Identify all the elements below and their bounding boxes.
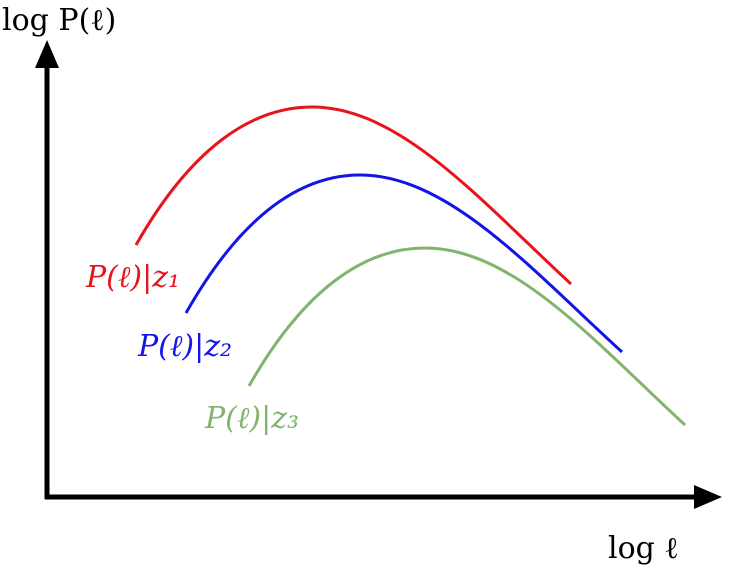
x-axis-label: log ℓ [608,531,679,566]
y-axis-label: log P(ℓ) [2,3,116,38]
curve-label: P(ℓ)|z₃ [204,401,299,436]
curve-label: P(ℓ)|z₂ [137,329,232,364]
curve [247,246,687,427]
x-arrow [694,485,722,509]
curve [184,173,624,354]
curve-label: P(ℓ)|z₁ [85,260,180,295]
y-arrow [35,40,59,68]
curve [134,105,573,286]
